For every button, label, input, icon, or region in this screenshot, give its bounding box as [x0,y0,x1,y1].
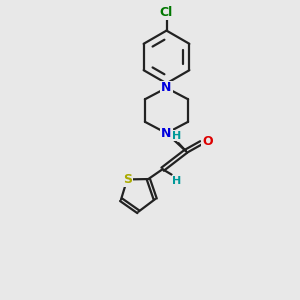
Text: H: H [172,130,182,141]
Text: N: N [161,81,172,94]
Text: S: S [123,173,132,186]
Text: N: N [161,127,172,140]
Text: Cl: Cl [160,6,173,19]
Text: H: H [172,176,182,186]
Text: O: O [202,135,213,148]
